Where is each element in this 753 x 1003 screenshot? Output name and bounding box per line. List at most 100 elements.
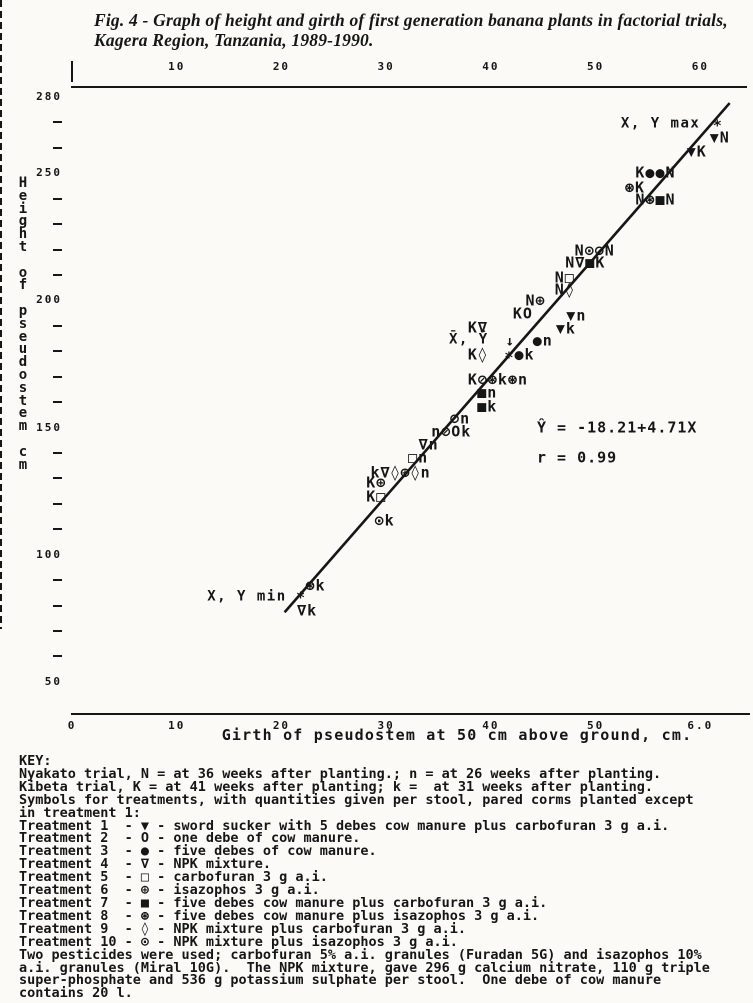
key-line: Treatment 7 - ■ - five debes cow manure … <box>19 894 548 911</box>
y-axis-minor-tick <box>53 248 62 251</box>
y-axis-title-char: f <box>18 277 28 294</box>
data-point-group: K∇ <box>467 318 488 337</box>
data-point-group: K◊ <box>467 345 488 364</box>
key-line: Two pesticides were used; carbofuran 5% … <box>19 946 702 963</box>
data-point-group: KO <box>512 304 533 323</box>
scatter-plot: 50 100 150 200 250 280 10 20 30 40 50 60 0 10 20 30 40 50… <box>0 0 750 744</box>
data-point-group: ●n <box>532 331 553 350</box>
x-axis-tick-label-top: 20 <box>272 60 291 73</box>
data-point-group: N∇■K <box>565 253 606 272</box>
data-point-group: N⊙⊘N <box>574 241 615 260</box>
y-axis-title-char: u <box>18 341 28 358</box>
x-axis-bottom-line <box>71 713 750 715</box>
key-line: Treatment 9 - ◊ - NPK mixture plus carbo… <box>19 920 467 937</box>
data-point-group: □n <box>408 448 429 467</box>
y-axis-title-char: H <box>18 175 28 191</box>
data-point-group: K□ <box>366 487 387 506</box>
key-line: Nyakato trial, N = at 36 weeks after pla… <box>19 765 662 782</box>
y-axis-line <box>0 0 2 629</box>
key-line: Treatment 6 - ⊕ - isazophos 3 g a.i. <box>19 882 320 899</box>
x-axis-tick-label-top: 50 <box>586 60 605 73</box>
y-axis-minor-tick <box>53 375 62 378</box>
y-axis-minor-tick <box>53 502 62 505</box>
data-point-group: ⊙k <box>374 511 395 530</box>
x-axis-tick-label-bottom: 6.0 <box>687 719 714 732</box>
y-axis-minor-tick <box>53 630 62 633</box>
y-axis-minor-tick <box>53 655 62 658</box>
key-line: Treatment 5 - □ - carbofuran 3 g a.i. <box>19 869 328 886</box>
data-point-group: ■k <box>477 397 498 416</box>
data-point-group: ⊛K <box>624 178 645 197</box>
y-axis-minor-tick <box>53 401 62 404</box>
data-point-group: N◊ <box>554 280 575 299</box>
data-point-group: n⊘Ok <box>431 422 472 441</box>
y-axis-title-char: e <box>18 328 28 345</box>
annotation-text: X̄, Ȳ <box>449 331 489 348</box>
x-axis-tick-label-bottom: 30 <box>377 719 395 732</box>
data-point-group: K●●N <box>635 163 676 182</box>
data-point-group: ▼n <box>566 306 587 325</box>
key-line: Symbols for treatments, with quantities … <box>19 791 694 808</box>
y-axis-title-char: c <box>18 443 28 460</box>
y-axis-title-char: h <box>18 226 28 243</box>
y-axis-tick-label: 250 <box>36 166 62 180</box>
data-point-group: N□ <box>554 268 575 287</box>
data-point-group: ▼k <box>555 319 576 338</box>
y-axis-title-char: m <box>18 456 28 473</box>
x-axis-tick-label-top: 40 <box>482 60 500 73</box>
annotation-text: X, Y min <box>207 588 287 605</box>
x-axis-tick-label-top: 60 <box>691 60 709 73</box>
y-axis-minor-tick <box>53 452 62 454</box>
y-axis-minor-tick <box>53 273 62 276</box>
y-axis-minor-tick <box>53 223 62 226</box>
x-axis-tick-label-bottom: 10 <box>168 719 186 732</box>
y-axis-tick-label: 50 <box>44 674 62 688</box>
key-line: contains 20 l. <box>19 985 133 1002</box>
y-axis-minor-tick <box>53 324 62 327</box>
key-line: Kibeta trial, K = at 41 weeks after plan… <box>19 778 653 795</box>
key-line: Treatment 10 - ⊙ - NPK mixture plus isaz… <box>19 933 458 950</box>
key-line: Treatment 3 - ● - five debes of cow manu… <box>19 843 377 860</box>
data-point-group: N⊕ <box>525 291 546 310</box>
y-axis-minor-tick <box>53 579 62 582</box>
key-line: KEY: <box>19 753 52 769</box>
data-point-group: ▼N <box>709 128 730 147</box>
y-axis-title-char: t <box>18 392 28 409</box>
data-point-group: ⊛k <box>305 576 326 595</box>
caption-line-1: Fig. 4 - Graph of height and girth of fi… <box>94 10 728 30</box>
key-section: KEY: Nyakato trial, N = at 36 weeks after… <box>19 753 710 1002</box>
y-axis-title-char: d <box>18 354 28 371</box>
data-point-group: ■n <box>477 383 498 402</box>
y-axis-title-char: o <box>18 264 28 281</box>
y-axis-minor-tick <box>53 528 62 531</box>
caption-line-2: Kagera Region, Tanzania, 1989-1990. <box>94 30 374 50</box>
equation-text: Ŷ = -18.21+4.71X <box>536 418 698 437</box>
y-axis-minor-tick <box>53 477 62 480</box>
y-axis-title-char: m <box>18 418 28 435</box>
y-axis-title-char: e <box>18 187 28 204</box>
annotation-text: X, Y max <box>620 115 701 132</box>
y-axis-minor-tick <box>53 121 62 124</box>
data-point-group: ∗●k <box>504 345 535 364</box>
y-axis-title-char: s <box>18 379 28 396</box>
y-axis-minor-tick <box>53 604 62 607</box>
y-axis-title-char: t <box>18 239 28 255</box>
y-axis-minor-tick <box>53 197 62 200</box>
x-axis-tick-label-bottom: 40 <box>482 719 500 732</box>
y-axis-minor-tick <box>53 146 62 149</box>
key-line: a.i. granules (Miral 10G). The NPK mixtu… <box>19 959 710 976</box>
x-axis-top-line <box>71 86 747 88</box>
data-point-group: ▼K <box>686 142 707 161</box>
x-axis-title: Girth of pseudostem at 50 cm above groun… <box>221 726 693 744</box>
key-line: in treatment 1: <box>19 804 141 821</box>
equation-text: r = 0.99 <box>536 448 618 467</box>
x-axis-tick-label-bottom: 0 <box>67 719 77 732</box>
y-axis-title-char: s <box>18 315 28 332</box>
x-axis-tick-label-bottom: 50 <box>586 719 605 732</box>
y-axis-title-char: g <box>18 213 28 230</box>
data-point-group: ∇n <box>418 435 439 454</box>
data-point-group: ⊘n <box>450 409 471 428</box>
annotation-text: ↓ <box>505 334 516 351</box>
y-axis-minor-tick <box>53 350 62 353</box>
